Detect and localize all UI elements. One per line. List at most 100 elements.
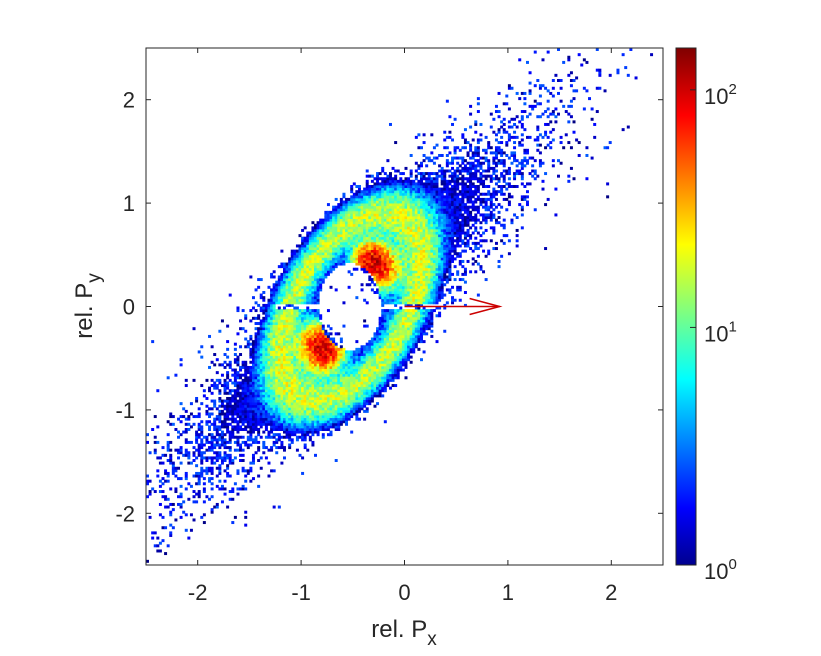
heatmap-cell (321, 391, 325, 395)
heatmap-cell (308, 394, 312, 398)
heatmap-cell (251, 384, 255, 388)
heatmap-cell (311, 415, 315, 419)
heatmap-cell (394, 169, 398, 173)
heatmap-cell (381, 355, 385, 359)
heatmap-cell (316, 234, 320, 238)
heatmap-cell (262, 420, 266, 424)
heatmap-cell (177, 495, 180, 499)
heatmap-cell (311, 247, 315, 251)
heatmap-cell (285, 365, 289, 369)
heatmap-cell (404, 259, 408, 263)
heatmap-cell (334, 223, 338, 227)
heatmap-cell (365, 179, 369, 183)
heatmap-cell (373, 386, 377, 390)
heatmap-cell (404, 319, 408, 323)
heatmap-cell (208, 415, 212, 419)
heatmap-cell (409, 185, 413, 188)
heatmap-cell (326, 267, 330, 271)
heatmap-cell (388, 327, 392, 331)
heatmap-cell (257, 278, 261, 282)
heatmap-cell (308, 272, 312, 276)
heatmap-cell (288, 319, 292, 323)
heatmap-cell (347, 239, 351, 243)
heatmap-cell (202, 389, 206, 393)
heatmap-cell (347, 216, 351, 220)
heatmap-cell (396, 236, 400, 240)
heatmap-cell (228, 402, 232, 406)
heatmap-cell (368, 200, 372, 204)
heatmap-cell (399, 311, 403, 315)
heatmap-cell (381, 270, 385, 274)
heatmap-cell (254, 309, 258, 313)
heatmap-cell (290, 420, 294, 424)
heatmap-cell (409, 205, 413, 209)
heatmap-cell (267, 355, 271, 359)
heatmap-cell (386, 174, 390, 178)
heatmap-cell (264, 334, 268, 338)
heatmap-cell (370, 396, 374, 400)
heatmap-cell (399, 239, 403, 243)
heatmap-cell (332, 262, 336, 266)
heatmap-cell (288, 376, 292, 380)
heatmap-cell (399, 329, 403, 333)
heatmap-cell (270, 275, 274, 279)
heatmap-cell (267, 391, 271, 395)
heatmap-cell (337, 371, 341, 375)
heatmap-cell (365, 368, 369, 372)
heatmap-cell (324, 399, 328, 403)
heatmap-cell (396, 259, 400, 263)
heatmap-cell (332, 340, 336, 344)
heatmap-cell (378, 190, 382, 194)
heatmap-cell (301, 402, 305, 406)
heatmap-cell (208, 433, 212, 437)
heatmap-cell (228, 399, 232, 403)
heatmap-cell (264, 311, 268, 315)
heatmap-cell (254, 396, 258, 400)
heatmap-cell (388, 314, 392, 318)
heatmap-cell (407, 275, 411, 279)
heatmap-cell (301, 293, 305, 297)
heatmap-cell (352, 216, 356, 220)
heatmap-cell (301, 399, 305, 403)
heatmap-cell (259, 327, 263, 331)
heatmap-cell (334, 407, 338, 411)
heatmap-cell (285, 422, 289, 426)
heatmap-cell (303, 275, 307, 279)
heatmap-cell (352, 221, 356, 225)
heatmap-cell (350, 360, 354, 364)
heatmap-cell (373, 389, 377, 393)
heatmap-cell (308, 259, 312, 263)
heatmap-cell (368, 376, 372, 380)
heatmap-cell (396, 195, 400, 199)
heatmap-cell (288, 324, 292, 328)
heatmap-cell (314, 425, 317, 429)
heatmap-cell (270, 373, 274, 377)
heatmap-cell (275, 360, 279, 364)
heatmap-cell (226, 340, 230, 344)
heatmap-cell (381, 293, 385, 297)
heatmap-cell (213, 422, 217, 426)
heatmap-cell (244, 425, 248, 429)
heatmap-cell (241, 386, 245, 390)
heatmap-cell (363, 213, 367, 217)
heatmap-cell (246, 417, 250, 421)
heatmap-cell (293, 293, 297, 297)
heatmap-cell (329, 422, 333, 426)
heatmap-cell (314, 272, 317, 276)
heatmap-cell (267, 384, 271, 388)
heatmap-cell (332, 265, 336, 269)
heatmap-cell (293, 404, 297, 408)
heatmap-cell (391, 231, 395, 235)
heatmap-cell (218, 469, 222, 473)
heatmap-cell (241, 466, 245, 470)
heatmap-cell (363, 391, 367, 395)
heatmap-cell (277, 425, 281, 429)
heatmap-cell (409, 319, 413, 323)
heatmap-cell (321, 371, 325, 375)
heatmap-cell (386, 334, 390, 338)
heatmap-cell (407, 247, 411, 251)
heatmap-cell (277, 417, 281, 421)
heatmap-cell (391, 262, 395, 266)
heatmap-cell (303, 254, 307, 258)
heatmap-cell (339, 257, 343, 261)
